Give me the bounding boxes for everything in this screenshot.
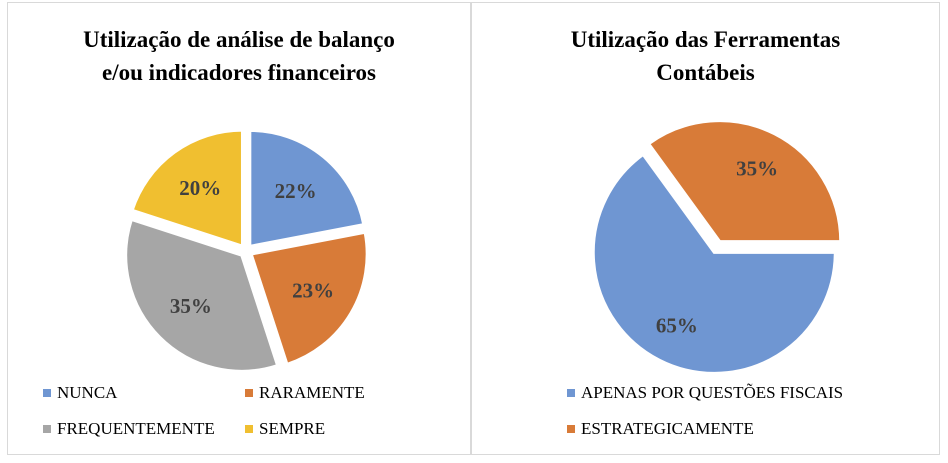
- legend-label: APENAS POR QUESTÕES FISCAIS: [581, 383, 844, 402]
- data-label: 22%: [275, 179, 317, 203]
- chart-title: Utilização de análise de balanço e/ou in…: [8, 23, 470, 89]
- legend-swatch: [567, 425, 575, 433]
- chart-title-line-1: Utilização das Ferramentas: [570, 27, 841, 52]
- legend-item-nunca: NUNCA: [43, 383, 117, 403]
- legend-item-raramente: RARAMENTE: [245, 383, 365, 403]
- slice-fiscal: [591, 152, 837, 375]
- legend-swatch: [245, 425, 253, 433]
- chart-title-line-1: Utilização de análise de balanço: [83, 27, 395, 52]
- legend-swatch: [245, 389, 253, 397]
- data-label: 20%: [179, 176, 221, 200]
- legend-swatch: [567, 389, 575, 397]
- chart-title: Utilização das Ferramentas Contábeis: [472, 23, 939, 89]
- data-label: 35%: [736, 156, 778, 180]
- legend-swatch: [43, 389, 51, 397]
- data-label: 23%: [292, 279, 334, 303]
- chart-panel-accounting-tools: Utilização das Ferramentas Contábeis 65%…: [471, 2, 940, 455]
- legend-label: NUNCA: [57, 383, 118, 402]
- slice-nunca: [248, 128, 366, 249]
- slice-raramente: [249, 230, 369, 367]
- legend-item-fiscal: APENAS POR QUESTÕES FISCAIS: [567, 383, 843, 403]
- slice-sempre: [130, 128, 244, 249]
- pie-chart: 65% 35%: [591, 119, 843, 375]
- slice-frequentemente: [124, 217, 280, 373]
- legend-item-estrategicamente: ESTRATEGICAMENTE: [567, 419, 754, 439]
- legend-swatch: [43, 425, 51, 433]
- chart-title-line-2: Contábeis: [656, 60, 755, 85]
- data-label: 35%: [170, 294, 212, 318]
- legend-label: FREQUENTEMENTE: [57, 419, 215, 438]
- legend-label: SEMPRE: [259, 419, 326, 438]
- legend-label: ESTRATEGICAMENTE: [581, 419, 754, 438]
- legend-label: RARAMENTE: [259, 383, 365, 402]
- pie-chart: 22% 23% 35% 20%: [124, 128, 369, 373]
- legend-item-frequentemente: FREQUENTEMENTE: [43, 419, 215, 439]
- chart-panel-balance-analysis: Utilização de análise de balanço e/ou in…: [7, 2, 471, 455]
- slice-estrategicamente: [646, 119, 843, 244]
- chart-title-line-2: e/ou indicadores financeiros: [102, 60, 376, 85]
- data-label: 65%: [656, 314, 698, 338]
- legend-item-sempre: SEMPRE: [245, 419, 325, 439]
